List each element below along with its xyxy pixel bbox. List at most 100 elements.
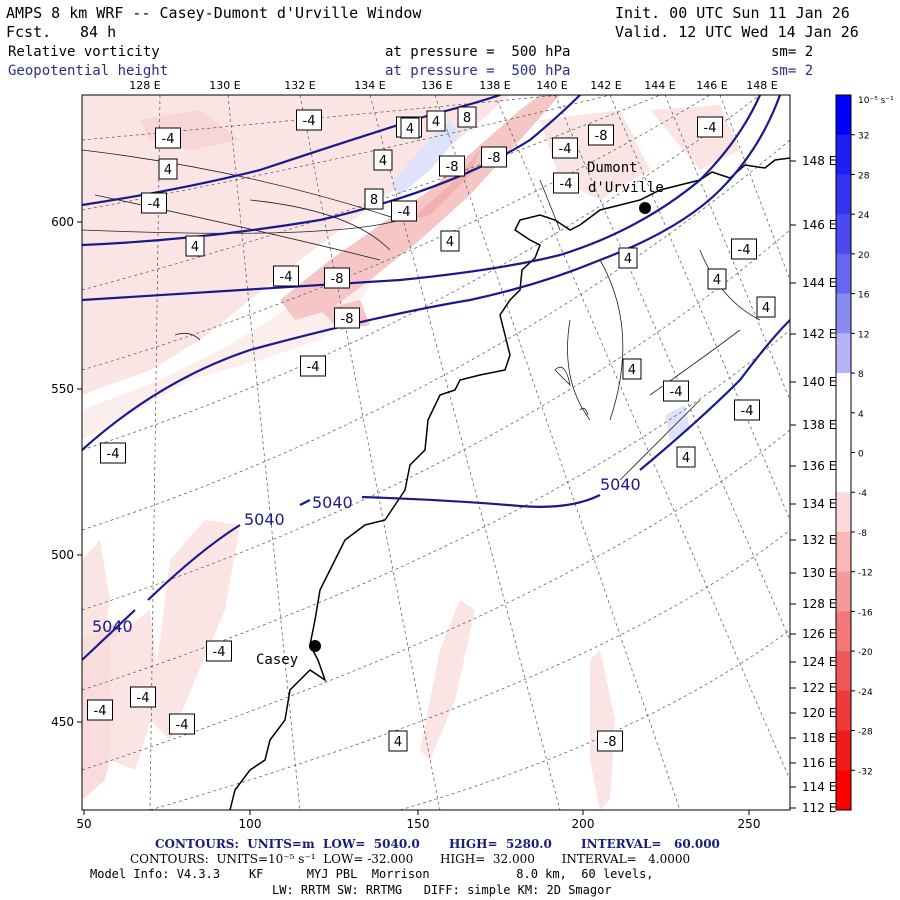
- svg-text:-8: -8: [331, 272, 344, 287]
- dumont-label: Dumont: [587, 160, 638, 176]
- colorbar-swatch: [836, 651, 851, 692]
- svg-text:-4: -4: [738, 243, 751, 258]
- colorbar-swatch: [836, 492, 851, 533]
- svg-text:4: 4: [624, 252, 632, 267]
- colorbar-label: 4: [858, 410, 864, 420]
- colorbar-swatch: [836, 333, 851, 374]
- dumont-durville-marker: [639, 202, 651, 214]
- colorbar-swatch: [836, 214, 851, 255]
- vorticity-label: 4: [388, 730, 408, 752]
- colorbar-swatch: [836, 770, 851, 811]
- top-lon-label: 132 E: [284, 79, 315, 92]
- footer-contours-vorticity: CONTOURS: UNITS=10⁻⁵ s⁻¹ LOW= -32.000 HI…: [130, 852, 691, 866]
- top-lon-label: 130 E: [209, 79, 240, 92]
- vorticity-label: -4: [663, 380, 689, 402]
- vorticity-label: -4: [391, 200, 417, 222]
- coastline: [229, 157, 790, 810]
- colorbar-label: -32: [858, 767, 873, 777]
- right-lon-label: 114 E: [802, 780, 836, 794]
- footer-contours-height: CONTOURS: UNITS=m LOW= 5040.0 HIGH= 5280…: [155, 837, 720, 851]
- geopotential-contours: [82, 95, 790, 661]
- right-lon-label: 130 E: [802, 566, 836, 580]
- svg-text:4: 4: [432, 115, 440, 130]
- colorbar-label: -16: [858, 608, 873, 618]
- colorbar-label: -4: [858, 489, 867, 499]
- right-lon-label: 138 E: [802, 418, 836, 432]
- vorticity-labels: -4 -8 -4 4 8 4 -8 4 -4 -8 4 -8 8 -4 -4 4 -4 -8 -8 -4 -4 4 -4 -4…: [87, 106, 776, 752]
- casey-label: Casey: [256, 652, 298, 668]
- svg-text:-4: -4: [162, 132, 175, 147]
- colorbar-label: -12: [858, 569, 873, 579]
- svg-text:4: 4: [406, 122, 414, 137]
- svg-text:4: 4: [191, 240, 199, 255]
- right-lon-label: 124 E: [802, 655, 836, 669]
- vorticity-label: -8: [334, 307, 360, 329]
- x-tick-label: 50: [76, 817, 91, 831]
- svg-text:4: 4: [682, 451, 690, 466]
- casey-marker: [309, 640, 321, 652]
- vorticity-label: 8: [364, 188, 384, 210]
- colorbar-swatch: [836, 134, 851, 175]
- height-label: 5040: [244, 510, 285, 529]
- right-lon-labels: 148 E 146 E 144 E 142 E 140 E 138 E 136 E 134 E…: [790, 154, 836, 815]
- vorticity-label: -4: [697, 116, 723, 138]
- vorticity-label: -4: [734, 399, 760, 421]
- colorbar-label: -8: [858, 529, 867, 539]
- colorbar-swatch: [836, 690, 851, 732]
- field1-level: at pressure = 500 hPa: [385, 44, 571, 60]
- vorticity-label: -4: [130, 686, 156, 708]
- y-tick-label: 550: [51, 382, 74, 396]
- svg-text:-4: -4: [741, 404, 754, 419]
- svg-text:4: 4: [713, 273, 721, 288]
- svg-text:4: 4: [446, 235, 454, 250]
- field1-name: Relative vorticity: [8, 44, 160, 60]
- svg-text:-4: -4: [213, 645, 226, 660]
- height-label: 5040: [92, 617, 133, 636]
- colorbar-label: 28: [858, 171, 870, 181]
- right-lon-label: 122 E: [802, 681, 836, 695]
- vorticity-label: -8: [439, 155, 465, 177]
- y-tick-label: 500: [51, 548, 74, 562]
- svg-text:-4: -4: [560, 177, 573, 192]
- svg-text:4: 4: [379, 154, 387, 169]
- durville-label: d'Urville: [588, 180, 664, 196]
- vorticity-label: -8: [481, 146, 507, 168]
- map-title: AMPS 8 km WRF -- Casey-Dumont d'Urville …: [6, 4, 422, 22]
- vorticity-label: -8: [588, 124, 614, 146]
- top-lon-labels: 128 E 130 E 132 E 134 E 136 E 138 E 140 E 142 E…: [129, 79, 777, 92]
- top-lon-label: 134 E: [354, 79, 385, 92]
- svg-text:8: 8: [463, 111, 471, 126]
- colorbar: 32 28 24 20 16 12 8 4 0 -4 -8 -12 -16 -20 -24 -28 -32: [835, 94, 873, 811]
- colorbar-swatch: [836, 174, 851, 215]
- field1-smoothing: sm= 2: [771, 44, 814, 60]
- svg-text:-4: -4: [704, 121, 717, 136]
- colorbar-swatch: [836, 95, 851, 136]
- top-lon-label: 140 E: [536, 79, 567, 92]
- colorbar-swatch: [836, 253, 851, 295]
- vorticity-label: -4: [731, 238, 757, 260]
- colorbar-label: 0: [858, 450, 864, 460]
- right-lon-label: 116 E: [802, 756, 836, 770]
- top-lon-label: 138 E: [479, 79, 510, 92]
- svg-text:-4: -4: [280, 270, 293, 285]
- svg-text:-8: -8: [595, 129, 608, 144]
- right-lon-label: 148 E: [802, 154, 836, 168]
- vorticity-label: -4: [273, 265, 299, 287]
- svg-text:4: 4: [762, 301, 770, 316]
- svg-text:-8: -8: [488, 151, 501, 166]
- colorbar-swatch: [836, 730, 851, 771]
- svg-text:-4: -4: [307, 360, 320, 375]
- field2-level: at pressure = 500 hPa: [385, 63, 571, 79]
- y-tick-label: 450: [51, 715, 74, 729]
- colorbar-unit: 10⁻⁵ s⁻¹: [858, 96, 894, 106]
- top-lon-label: 142 E: [590, 79, 621, 92]
- svg-text:-4: -4: [148, 197, 161, 212]
- right-lon-label: 146 E: [802, 218, 836, 232]
- x-tick-label: 200: [572, 817, 595, 831]
- colorbar-swatch: [836, 531, 851, 573]
- vorticity-label: 4: [158, 158, 178, 180]
- height-label: 5040: [600, 475, 641, 494]
- right-lon-label: 144 E: [802, 276, 836, 290]
- colorbar-swatch: [836, 373, 851, 414]
- svg-text:4: 4: [628, 363, 636, 378]
